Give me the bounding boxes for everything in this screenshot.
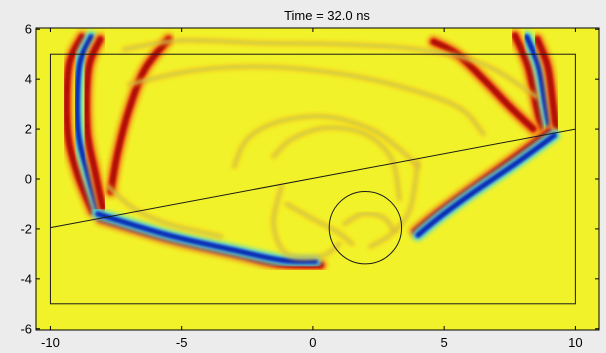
y-tick-label: 2 bbox=[25, 122, 32, 137]
wavefront-stroke bbox=[233, 115, 419, 168]
wavefront-yellow bbox=[126, 64, 486, 137]
plot-area bbox=[35, 27, 600, 331]
wavefront-blue bbox=[91, 207, 322, 268]
y-tick-label: 0 bbox=[25, 172, 32, 187]
y-tick-label: -2 bbox=[20, 221, 32, 236]
y-tick-label: 6 bbox=[25, 22, 32, 37]
circular-inclusion bbox=[328, 190, 403, 265]
wavefront-stroke bbox=[122, 39, 537, 98]
wavefront-stroke bbox=[76, 35, 99, 211]
wavefront-yellow bbox=[341, 211, 397, 234]
wavefront-red bbox=[104, 32, 175, 198]
wavefront-stroke bbox=[513, 34, 543, 130]
wavefront-blue bbox=[411, 129, 561, 242]
wavefront-stroke bbox=[107, 185, 222, 238]
wavefront-yellow bbox=[284, 201, 355, 247]
wavefront-stroke bbox=[536, 37, 557, 128]
wavefront-stroke bbox=[416, 134, 556, 237]
wavefront-yellow bbox=[231, 113, 421, 169]
wavefront-stroke bbox=[343, 212, 396, 233]
wavefront-red bbox=[427, 35, 540, 136]
wavefront-yellow bbox=[271, 125, 402, 202]
interface-line bbox=[50, 128, 576, 229]
y-tick-label: -4 bbox=[20, 271, 32, 286]
y-axis: -6 -4 -2 0 2 4 6 bbox=[20, 22, 599, 336]
plot-frame bbox=[35, 27, 600, 331]
wavefront-red bbox=[60, 30, 99, 218]
wavefront-stroke bbox=[128, 65, 485, 136]
wavefront-stroke bbox=[272, 126, 401, 200]
domain-rectangle bbox=[49, 53, 576, 305]
wavefront-stroke bbox=[109, 37, 170, 193]
x-tick-label: 5 bbox=[441, 335, 448, 350]
wavefield bbox=[60, 29, 563, 272]
wavefront-red bbox=[530, 32, 563, 134]
y-tick-label: -6 bbox=[20, 321, 32, 336]
y-tick-label: 4 bbox=[25, 72, 32, 87]
wavefront-blue bbox=[71, 30, 104, 215]
chart-title: Time = 32.0 ns bbox=[284, 8, 370, 23]
wavefront-stroke bbox=[65, 35, 94, 213]
x-tick-label: -5 bbox=[176, 335, 188, 350]
wavefront-stroke bbox=[96, 212, 317, 263]
wavefront-yellow bbox=[105, 184, 224, 239]
x-tick-label: -10 bbox=[41, 335, 60, 350]
wavefront-stroke bbox=[525, 35, 551, 128]
wavefront-yellow bbox=[270, 184, 342, 261]
x-tick-label: 10 bbox=[568, 335, 582, 350]
wavefront-stroke bbox=[432, 40, 535, 131]
wavefront-yellow bbox=[121, 37, 539, 100]
x-axis: -10 -5 0 5 10 bbox=[41, 28, 583, 350]
wavefront-stroke bbox=[272, 185, 341, 259]
model-geometry bbox=[49, 53, 576, 305]
wavefront-red bbox=[508, 29, 548, 135]
wavefront-red bbox=[80, 32, 110, 215]
x-tick-label: 0 bbox=[309, 335, 316, 350]
wavefront-stroke bbox=[85, 37, 105, 209]
wavefront-stroke bbox=[285, 203, 354, 245]
wavefront-blue bbox=[520, 30, 556, 133]
